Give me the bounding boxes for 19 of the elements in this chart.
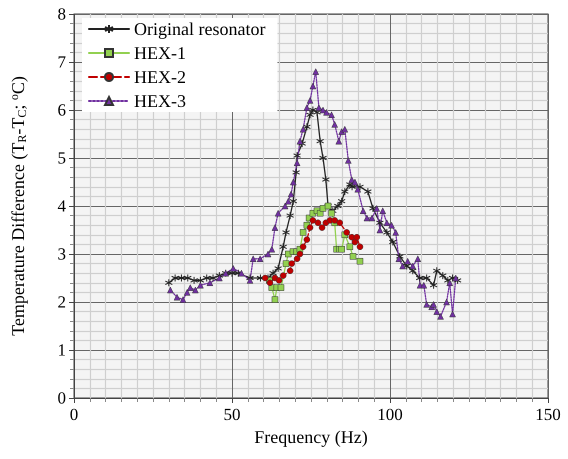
legend-label: HEX-2 xyxy=(134,67,186,87)
x-axis-title: Frequency (Hz) xyxy=(254,427,368,447)
y-axis-title: Temperature Difference (TR-TC; oC) xyxy=(7,76,29,336)
y-tick-label: 5 xyxy=(58,148,66,168)
x-tick-label: 100 xyxy=(377,405,403,424)
y-tick-label: 6 xyxy=(58,100,66,120)
x-tick-label: 50 xyxy=(224,405,240,424)
legend-label: HEX-3 xyxy=(134,91,186,111)
legend-label: HEX-1 xyxy=(134,43,186,63)
x-tick-label: 150 xyxy=(535,405,561,424)
y-tick-label: 3 xyxy=(58,244,66,264)
legend-label: Original resonator xyxy=(134,19,266,39)
y-tick-label: 0 xyxy=(58,388,66,408)
y-tick-label: 1 xyxy=(58,340,66,360)
y-tick-label: 2 xyxy=(58,292,66,312)
y-tick-label: 7 xyxy=(58,52,66,72)
y-tick-label: 8 xyxy=(58,4,66,24)
x-tick-label: 0 xyxy=(70,405,78,424)
y-tick-label: 4 xyxy=(58,196,66,216)
